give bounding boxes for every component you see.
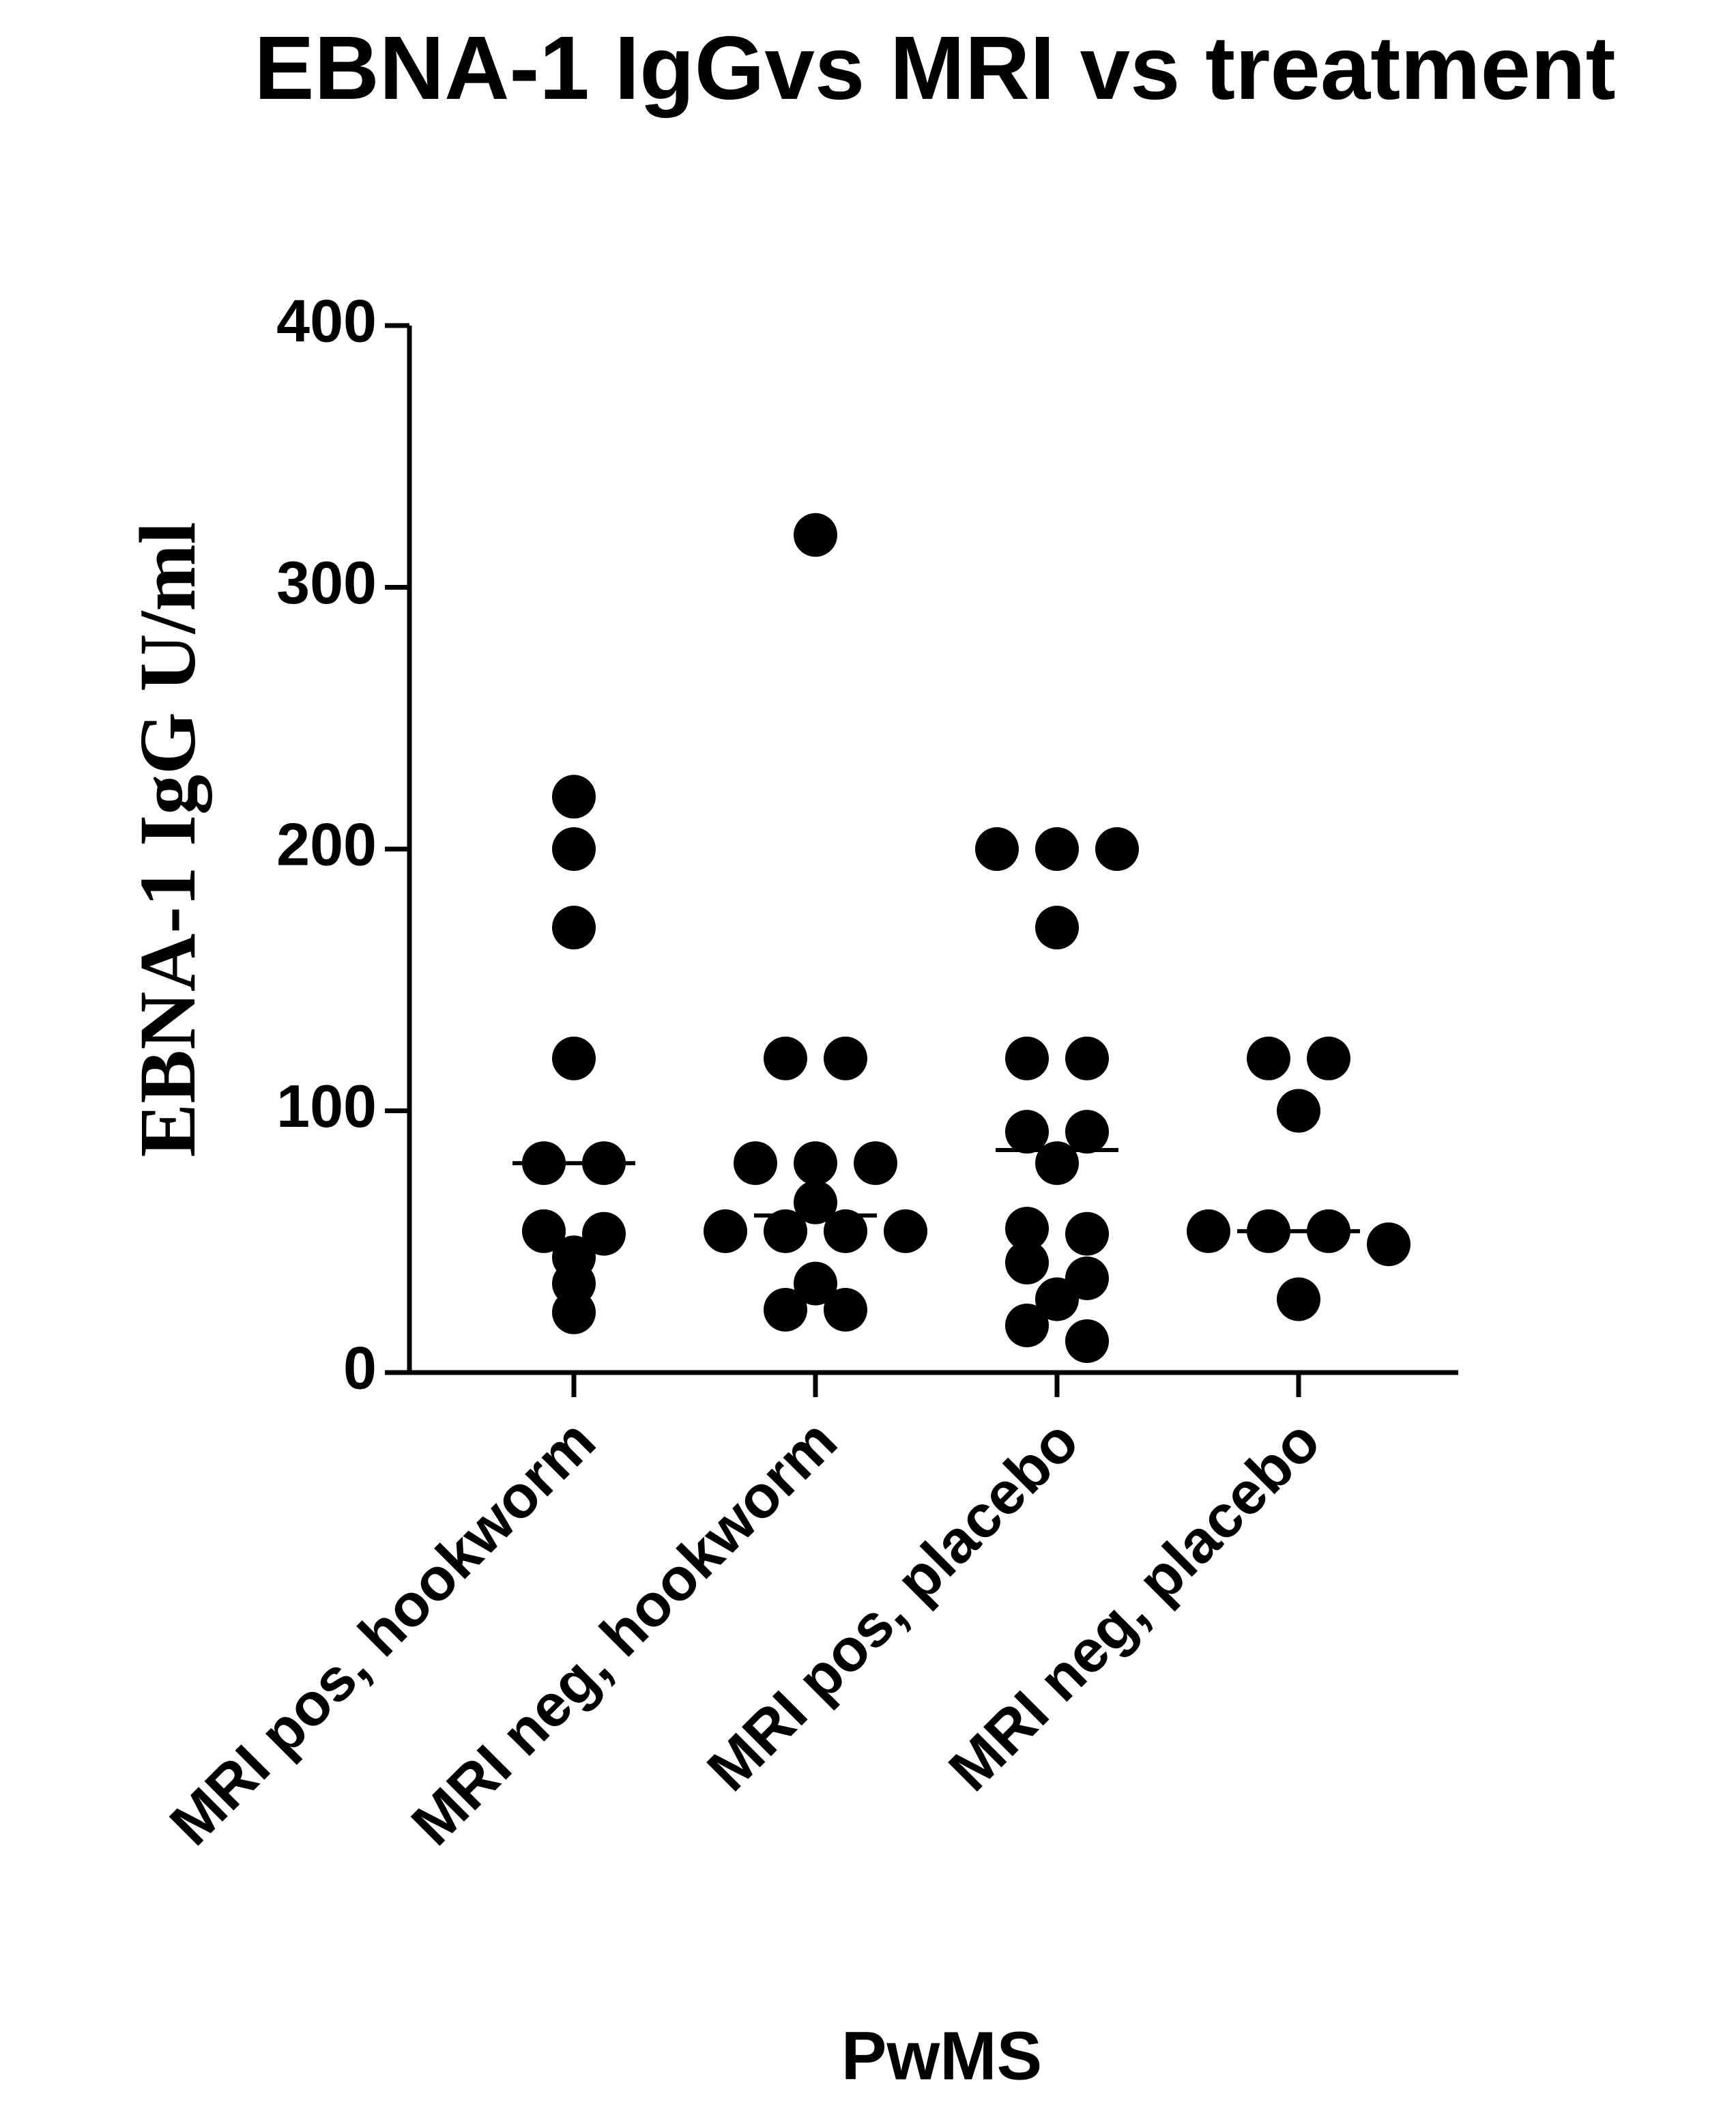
data-point xyxy=(1187,1209,1230,1253)
data-point xyxy=(1005,1240,1049,1285)
data-point xyxy=(1065,1110,1109,1154)
data-point xyxy=(552,1290,596,1334)
chart-title: EBNA-1 IgGvs MRI vs treatment xyxy=(254,18,1615,118)
data-point xyxy=(1035,1141,1079,1186)
data-point xyxy=(794,1261,837,1306)
data-point xyxy=(552,775,596,819)
data-point xyxy=(1005,1303,1049,1347)
data-point xyxy=(794,1180,837,1224)
data-point xyxy=(582,1211,626,1256)
data-point xyxy=(734,1141,777,1186)
data-point xyxy=(824,1036,867,1080)
data-point xyxy=(854,1141,897,1186)
data-point xyxy=(764,1036,807,1080)
y-tick-label: 400 xyxy=(276,287,377,354)
data-point xyxy=(824,1209,867,1253)
data-point xyxy=(1035,1277,1079,1321)
data-point xyxy=(1035,827,1079,871)
x-axis-label: PwMS xyxy=(841,2018,1042,2094)
data-point xyxy=(704,1209,747,1253)
data-point xyxy=(1367,1222,1410,1267)
data-point xyxy=(1277,1277,1320,1321)
x-tick-label: MRI pos, hookworm xyxy=(157,1407,608,1858)
data-point xyxy=(1065,1211,1109,1256)
y-tick-label: 300 xyxy=(276,549,377,616)
y-tick-label: 0 xyxy=(343,1334,377,1401)
x-tick-label: MRI neg, hookworm xyxy=(399,1407,850,1858)
data-point xyxy=(552,827,596,871)
data-point xyxy=(1307,1036,1350,1080)
y-tick-label: 100 xyxy=(276,1072,377,1140)
data-point xyxy=(975,827,1019,871)
data-point xyxy=(884,1209,927,1253)
data-point xyxy=(1095,827,1139,871)
data-point xyxy=(1005,1207,1049,1251)
data-point xyxy=(764,1209,807,1253)
y-axis-label: EBNA-1 IgG U/ml xyxy=(123,522,212,1158)
data-point xyxy=(794,1141,837,1186)
data-point xyxy=(1005,1110,1049,1154)
data-point xyxy=(794,513,837,557)
data-point xyxy=(764,1287,807,1332)
data-point xyxy=(1247,1036,1290,1080)
data-point xyxy=(1277,1089,1320,1133)
data-point xyxy=(1065,1319,1109,1363)
y-tick-label: 200 xyxy=(276,810,377,878)
data-point xyxy=(522,1209,566,1253)
data-point xyxy=(552,1036,596,1080)
data-point xyxy=(1035,906,1079,950)
data-point xyxy=(552,906,596,950)
data-point xyxy=(1065,1036,1109,1080)
data-point xyxy=(1005,1036,1049,1080)
data-point xyxy=(824,1287,867,1332)
